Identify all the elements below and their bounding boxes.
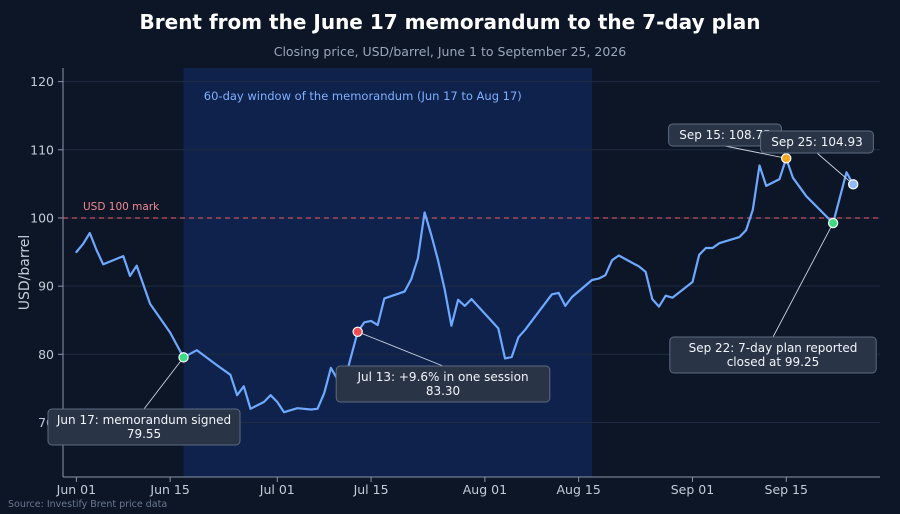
callout-text: 83.30 <box>426 384 460 398</box>
memorandum-window-label: 60-day window of the memorandum (Jun 17 … <box>204 89 522 103</box>
callout-connector <box>143 357 184 410</box>
y-tick-label: 90 <box>38 279 54 294</box>
highlight-marker <box>848 179 859 190</box>
highlight-marker <box>781 153 792 164</box>
callout-box <box>760 130 874 154</box>
callout-connector <box>772 222 834 338</box>
y-tick-label: 80 <box>38 347 54 362</box>
callout-text: Sep 15: 108.75 <box>679 128 771 142</box>
source-note: Source: Investify Brent price data <box>8 499 168 510</box>
callout-box <box>335 365 551 403</box>
callout-connector <box>357 331 444 367</box>
x-tick-label: Jul 01 <box>259 482 295 497</box>
callout-text: Sep 25: 104.93 <box>771 135 863 149</box>
x-tick-label: Aug 01 <box>463 482 507 497</box>
callout-text: Sep 22: 7-day plan reported <box>689 341 858 355</box>
x-tick-label: Jul 15 <box>353 482 389 497</box>
chart-title: Brent from the June 17 memorandum to the… <box>139 10 761 34</box>
highlight-marker <box>178 352 189 363</box>
callout-box <box>669 336 877 374</box>
callout-text: Jul 13: +9.6% in one session <box>356 370 528 384</box>
callout-connector <box>724 145 787 159</box>
callout-connector <box>816 152 854 185</box>
x-tick-label: Jun 15 <box>149 482 189 497</box>
callout-text: closed at 99.25 <box>727 355 820 369</box>
x-tick-label: Sep 01 <box>671 482 714 497</box>
callout-text: 79.55 <box>127 427 161 441</box>
brent-price-line <box>75 157 855 414</box>
y-tick-label: 100 <box>30 210 54 225</box>
x-tick-label: Jun 01 <box>56 482 96 497</box>
y-tick-label: 110 <box>30 142 54 157</box>
memorandum-window-band <box>183 68 593 477</box>
y-tick-label: 120 <box>30 74 54 89</box>
y-axis-label: USD/barrel <box>17 235 33 311</box>
highlight-marker <box>827 217 839 229</box>
x-tick-label: Aug 15 <box>556 482 600 497</box>
callout-text: Jun 17: memorandum signed <box>56 413 231 427</box>
highlight-marker <box>352 326 363 338</box>
callout-box <box>47 408 241 446</box>
usd-100-reference-label: USD 100 mark <box>83 201 160 213</box>
chart-subtitle: Closing price, USD/barrel, June 1 to Sep… <box>273 44 627 59</box>
x-tick-label: Sep 15 <box>765 482 808 497</box>
